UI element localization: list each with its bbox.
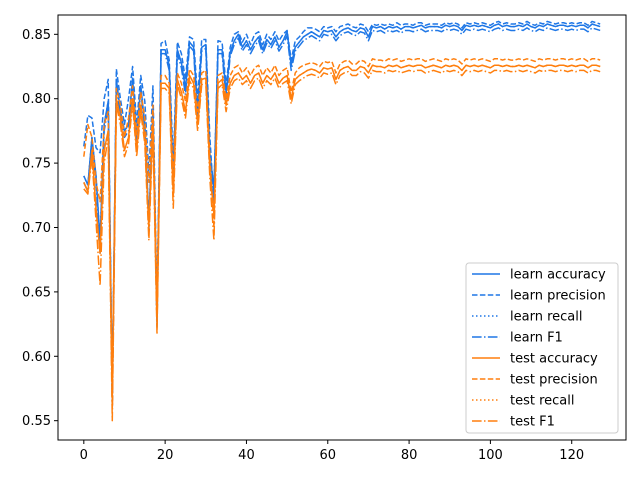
legend-entries: learn accuracy learn precision learn recal… [472, 268, 606, 430]
legend: learn accuracy learn precision learn recal… [465, 262, 619, 434]
y-axis-ticks: 0.55 0.60 0.65 0.70 0.75 0.80 0.85 [22, 28, 58, 429]
x-tick-label: 100 [478, 448, 503, 463]
y-tick-label: 0.70 [22, 221, 51, 236]
y-tick-label: 0.55 [22, 414, 51, 429]
x-tick-label: 40 [238, 448, 255, 463]
legend-label-learn-recall: learn recall [510, 310, 582, 325]
x-tick-label: 60 [319, 448, 336, 463]
y-tick-label: 0.80 [22, 92, 51, 107]
series-line-test-f1 [83, 69, 601, 422]
legend-label-test-precision: test precision [510, 373, 598, 388]
y-tick-label: 0.85 [22, 28, 51, 43]
x-tick-label: 80 [401, 448, 418, 463]
y-tick-label: 0.75 [22, 157, 51, 172]
series-line-learn-precision [83, 20, 601, 409]
legend-label-test-f1: test F1 [510, 415, 555, 430]
x-axis-ticks: 0 20 40 60 80 100 120 [80, 440, 584, 463]
legend-label-test-accuracy: test accuracy [510, 352, 598, 367]
x-tick-label: 0 [80, 448, 88, 463]
x-tick-label: 120 [559, 448, 584, 463]
legend-label-test-recall: test recall [510, 394, 575, 409]
x-tick-label: 20 [157, 448, 174, 463]
legend-box [465, 262, 619, 434]
legend-label-learn-precision: learn precision [510, 289, 606, 304]
legend-label-learn-accuracy: learn accuracy [510, 268, 606, 283]
series-layer [83, 20, 601, 422]
legend-label-learn-f1: learn F1 [510, 331, 563, 346]
y-tick-label: 0.65 [22, 285, 51, 300]
y-tick-label: 0.60 [22, 350, 51, 365]
